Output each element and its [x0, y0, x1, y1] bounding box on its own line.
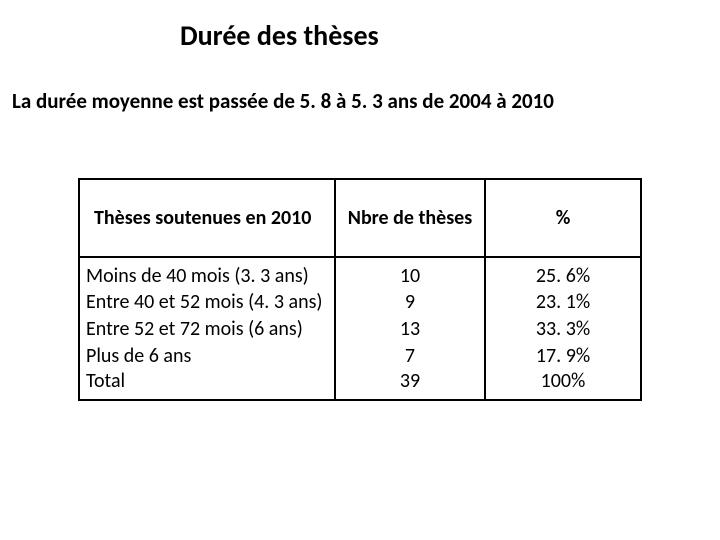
table-header-row: Thèses soutenues en 2010 Nbre de thèses … — [79, 179, 641, 257]
cell-count: 10 — [335, 257, 485, 288]
col-header-category: Thèses soutenues en 2010 — [79, 179, 335, 257]
theses-table: Thèses soutenues en 2010 Nbre de thèses … — [78, 178, 642, 401]
cell-percent: 17. 9% — [485, 342, 641, 369]
col-header-count: Nbre de thèses — [335, 179, 485, 257]
cell-category: Plus de 6 ans — [79, 342, 335, 369]
cell-category: Entre 40 et 52 mois (4. 3 ans) — [79, 288, 335, 315]
cell-count: 9 — [335, 288, 485, 315]
cell-percent: 25. 6% — [485, 257, 641, 288]
theses-table-container: Thèses soutenues en 2010 Nbre de thèses … — [78, 178, 640, 401]
subtitle-text: La durée moyenne est passée de 5. 8 à 5.… — [12, 88, 554, 114]
table-row: Moins de 40 mois (3. 3 ans) 10 25. 6% — [79, 257, 641, 288]
table-row: Entre 52 et 72 mois (6 ans) 13 33. 3% — [79, 315, 641, 342]
col-header-percent: % — [485, 179, 641, 257]
cell-percent: 33. 3% — [485, 315, 641, 342]
cell-count: 39 — [335, 369, 485, 400]
cell-count: 7 — [335, 342, 485, 369]
table-row: Entre 40 et 52 mois (4. 3 ans) 9 23. 1% — [79, 288, 641, 315]
table-row: Total 39 100% — [79, 369, 641, 400]
cell-category: Entre 52 et 72 mois (6 ans) — [79, 315, 335, 342]
cell-category: Total — [79, 369, 335, 400]
table-row: Plus de 6 ans 7 17. 9% — [79, 342, 641, 369]
cell-percent: 100% — [485, 369, 641, 400]
cell-percent: 23. 1% — [485, 288, 641, 315]
page-title: Durée des thèses — [180, 18, 379, 53]
slide: Durée des thèses La durée moyenne est pa… — [0, 0, 720, 540]
cell-category: Moins de 40 mois (3. 3 ans) — [79, 257, 335, 288]
cell-count: 13 — [335, 315, 485, 342]
